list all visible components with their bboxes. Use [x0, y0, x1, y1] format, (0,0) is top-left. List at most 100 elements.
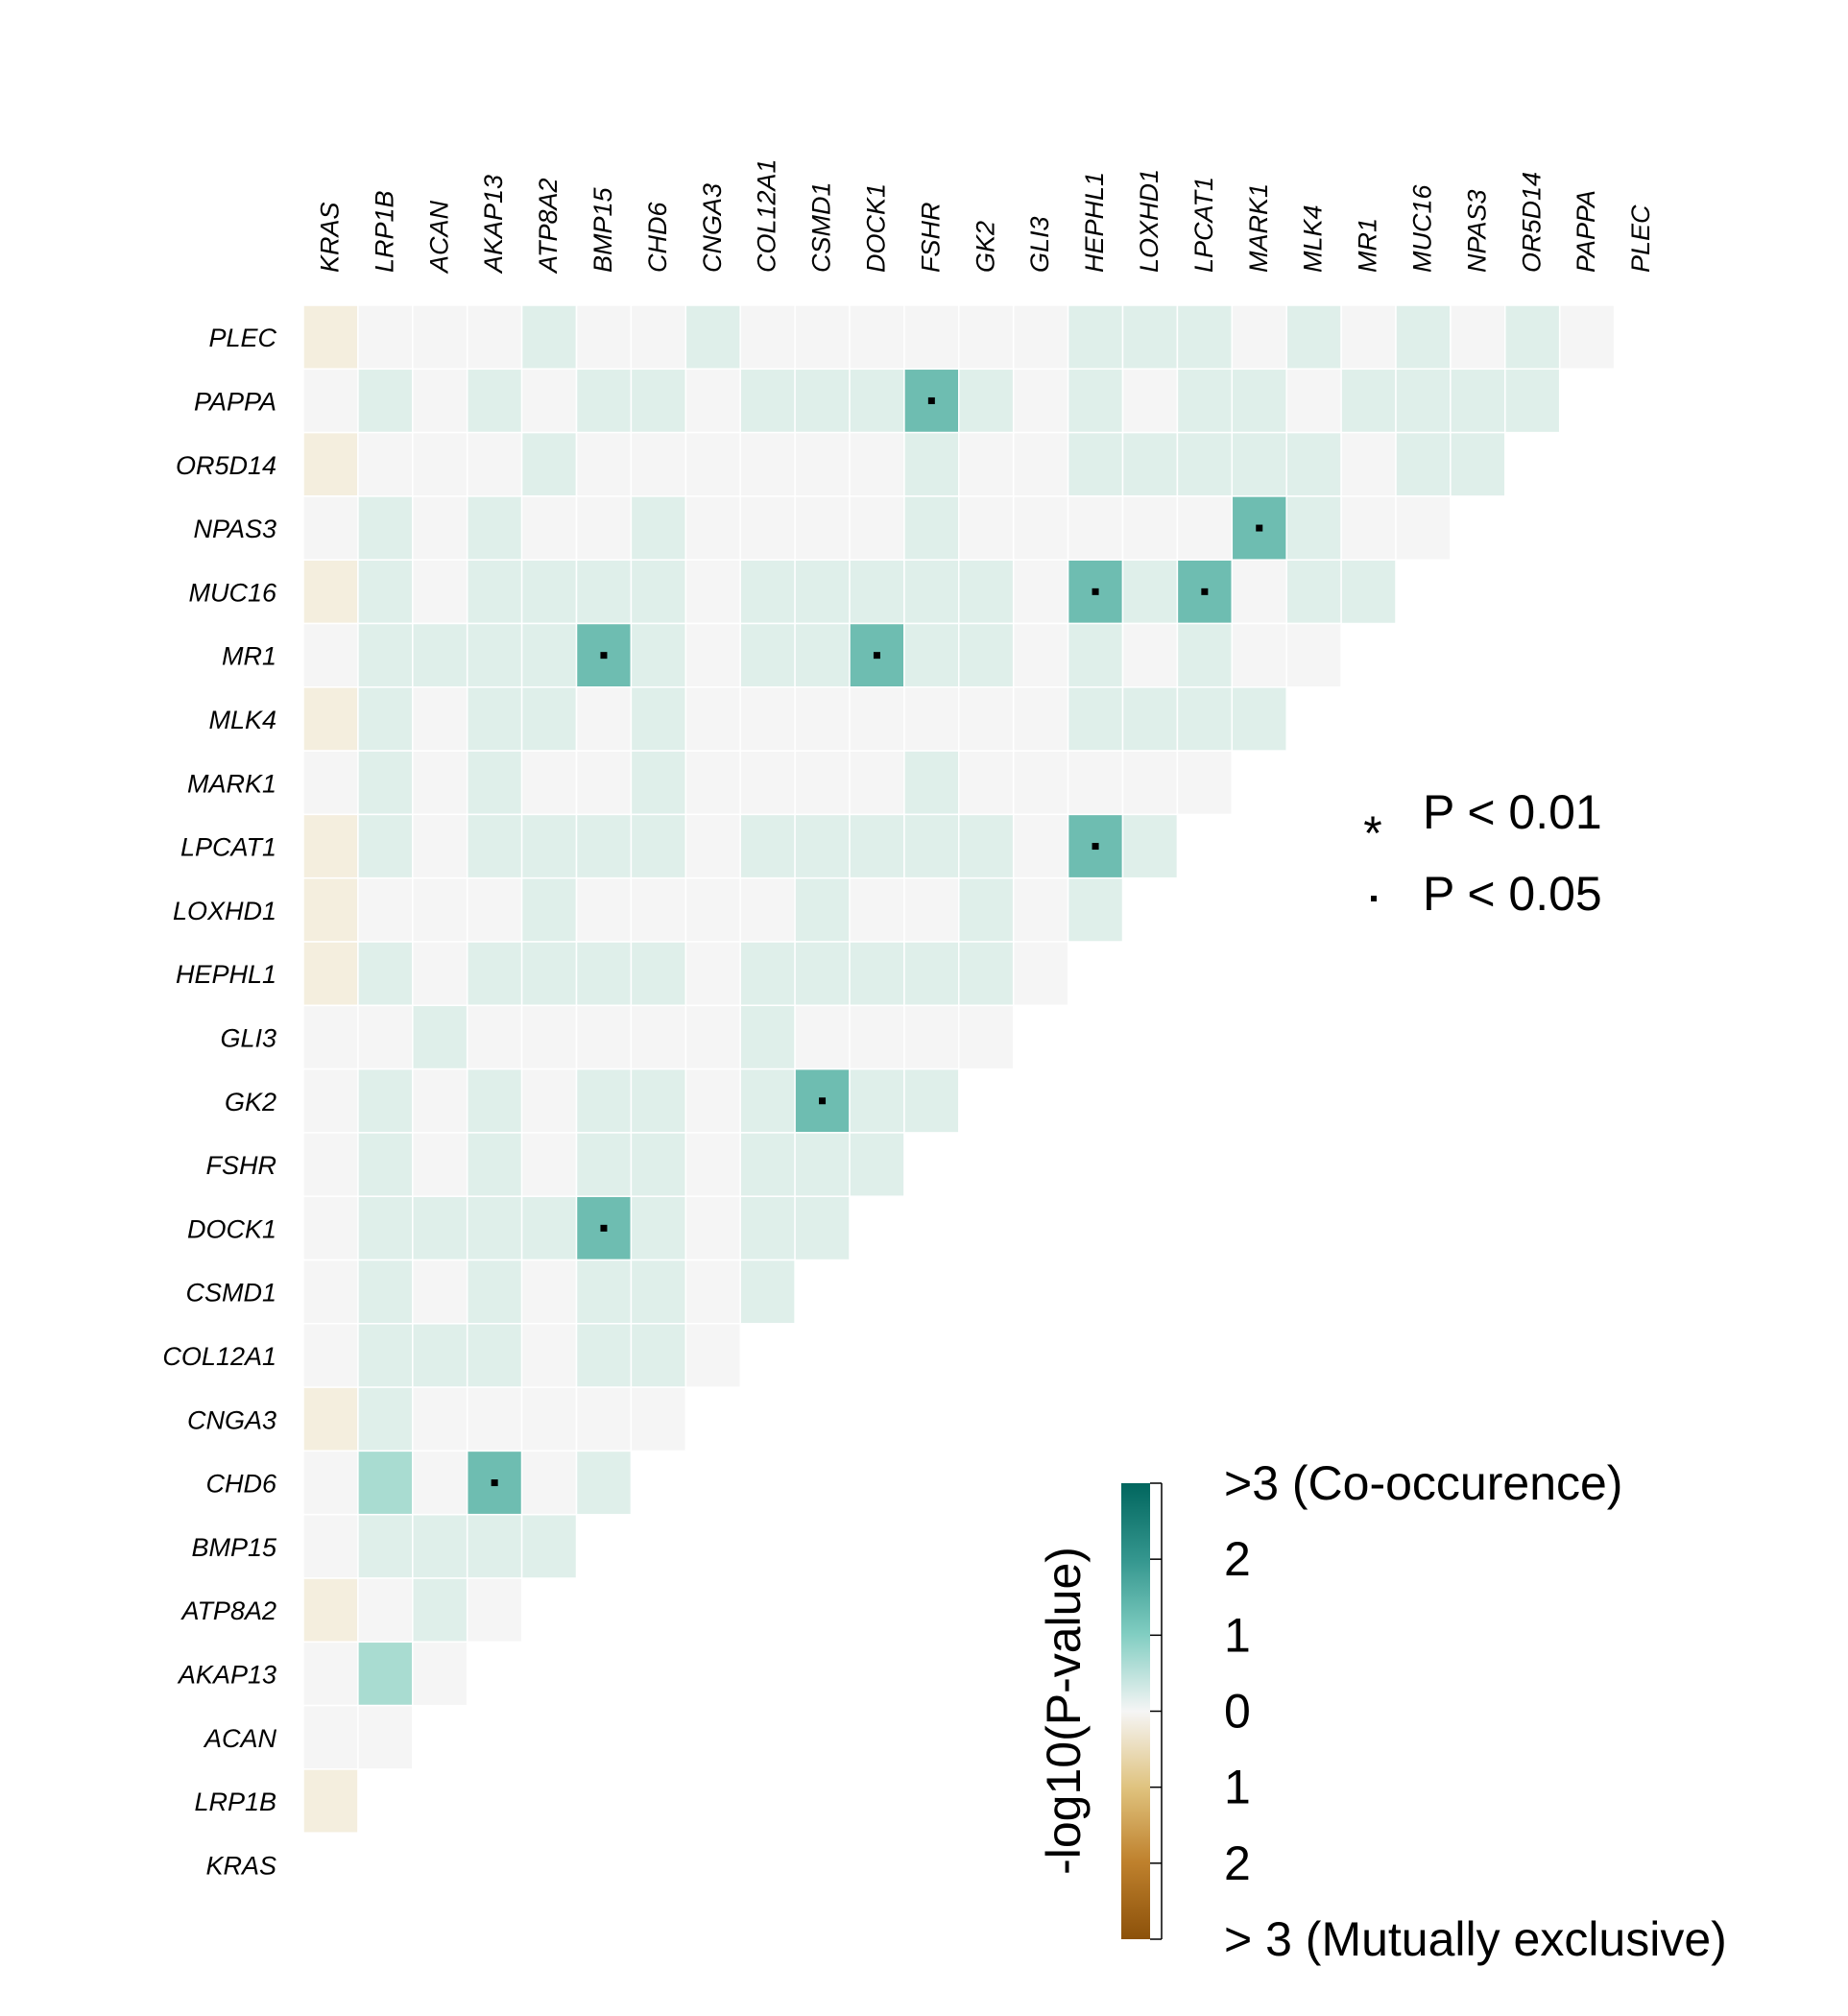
- heatmap-cell: [412, 431, 468, 497]
- heatmap-cells: [302, 304, 1616, 1834]
- heatmap-cell: [1450, 368, 1506, 434]
- col-label-mlk4: MLK4: [1299, 204, 1328, 273]
- heatmap-cell: [739, 1132, 796, 1197]
- heatmap-cell: [1340, 559, 1397, 625]
- heatmap-cell: [466, 1386, 523, 1452]
- heatmap-cell: [684, 876, 741, 943]
- colorbar-tick-label: 0: [1224, 1685, 1251, 1739]
- colorbar-tick-label: > 3 (Mutually exclusive): [1224, 1912, 1727, 1966]
- heatmap-cell: [575, 1132, 633, 1197]
- significance-dot: [873, 652, 880, 660]
- heatmap-cell: [1340, 495, 1397, 561]
- heatmap-cell: [357, 1323, 414, 1388]
- heatmap-cell: [575, 304, 633, 371]
- heatmap-cell: [466, 1195, 523, 1261]
- col-label-plec: PLEC: [1626, 204, 1655, 273]
- significance-dot: [600, 1224, 608, 1232]
- heatmap-cell: [1067, 304, 1124, 371]
- col-label-akap13: AKAP13: [479, 175, 508, 275]
- heatmap-cell: [739, 431, 796, 497]
- heatmap-cell: [630, 1068, 687, 1134]
- heatmap-cell: [302, 1768, 359, 1834]
- col-label-lrp1b: LRP1B: [370, 190, 398, 273]
- heatmap-cell: [1012, 941, 1069, 1007]
- heatmap-cell: [1285, 304, 1342, 371]
- col-label-acan: ACAN: [424, 200, 453, 275]
- col-label-mr1: MR1: [1354, 218, 1382, 273]
- row-labels: PLEC PAPPA OR5D14 NPAS3 MUC16 MR1 MLK4 MARK1 LPC…: [162, 324, 277, 1880]
- heatmap-cell: [302, 304, 359, 371]
- heatmap-cell: [684, 686, 741, 752]
- sig-legend-label-strong: P < 0.01: [1423, 785, 1602, 839]
- heatmap-cell: [466, 431, 523, 497]
- heatmap-cell: [794, 813, 851, 879]
- heatmap-cell: [357, 1068, 414, 1134]
- heatmap-cell: [302, 1386, 359, 1452]
- heatmap-cell: [357, 941, 414, 1007]
- heatmap-cell: [412, 1259, 468, 1325]
- heatmap-cell: [575, 876, 633, 943]
- heatmap-cell: [903, 813, 960, 879]
- heatmap-cell: [1558, 304, 1616, 371]
- heatmap-cell: [849, 1132, 905, 1197]
- heatmap-cell: [302, 1068, 359, 1134]
- heatmap-cell: [1285, 559, 1342, 625]
- heatmap-cell: [357, 1641, 414, 1707]
- significance-dot: [819, 1097, 827, 1105]
- col-label-col12a1: COL12A1: [753, 158, 781, 273]
- heatmap-cell: [630, 431, 687, 497]
- heatmap-cell: [412, 1386, 468, 1452]
- significance-markers: [491, 396, 1263, 1487]
- heatmap-cell: [520, 622, 578, 688]
- heatmap-cell: [630, 1323, 687, 1388]
- heatmap-cell: [466, 1323, 523, 1388]
- heatmap-cell: [302, 368, 359, 434]
- row-label-mr1: MR1: [222, 642, 276, 671]
- heatmap-cell: [849, 686, 905, 752]
- col-label-or5d14: OR5D14: [1517, 172, 1546, 273]
- heatmap-cell: [849, 750, 905, 816]
- heatmap-cell: [849, 813, 905, 879]
- heatmap-cell: [575, 813, 633, 879]
- heatmap-cell: [412, 1323, 468, 1388]
- heatmap-cell: [794, 495, 851, 561]
- heatmap-cell: [1121, 750, 1179, 816]
- heatmap-cell: [1067, 750, 1124, 816]
- row-label-lrp1b: LRP1B: [194, 1788, 276, 1816]
- heatmap-cell: [412, 1068, 468, 1134]
- heatmap-cell: [958, 1004, 1015, 1070]
- heatmap-cell: [520, 1386, 578, 1452]
- heatmap-cell: [1395, 431, 1452, 497]
- col-label-lpcat1: LPCAT1: [1189, 177, 1218, 273]
- heatmap-cell: [412, 1641, 468, 1707]
- heatmap-cell: [903, 495, 960, 561]
- heatmap-cell: [958, 622, 1015, 688]
- heatmap-cell: [958, 431, 1015, 497]
- heatmap-cell: [958, 750, 1015, 816]
- heatmap-cell: [1067, 622, 1124, 688]
- heatmap-cell: [357, 559, 414, 625]
- heatmap-cell: [903, 1004, 960, 1070]
- heatmap-cell: [684, 813, 741, 879]
- row-label-pappa: PAPPA: [194, 387, 276, 416]
- heatmap-cell: [794, 559, 851, 625]
- colorbar-tick-label: >3 (Co-occurence): [1224, 1456, 1622, 1510]
- heatmap-cell: [357, 1704, 414, 1770]
- heatmap-cell: [412, 876, 468, 943]
- heatmap-cell: [520, 559, 578, 625]
- heatmap-cell: [412, 495, 468, 561]
- heatmap-cell: [520, 368, 578, 434]
- heatmap-cell: [1067, 495, 1124, 561]
- heatmap-cell: [739, 813, 796, 879]
- heatmap-cell: [1121, 622, 1179, 688]
- significance-legend: * P < 0.01 P < 0.05: [1363, 785, 1601, 921]
- heatmap-cell: [1176, 304, 1234, 371]
- heatmap-cell: [575, 1004, 633, 1070]
- heatmap-cell: [575, 1386, 633, 1452]
- heatmap-cell: [849, 941, 905, 1007]
- heatmap-cell: [1121, 368, 1179, 434]
- heatmap-cell: [302, 941, 359, 1007]
- heatmap-cell: [575, 1450, 633, 1516]
- heatmap-cell: [412, 813, 468, 879]
- row-label-or5d14: OR5D14: [176, 451, 276, 480]
